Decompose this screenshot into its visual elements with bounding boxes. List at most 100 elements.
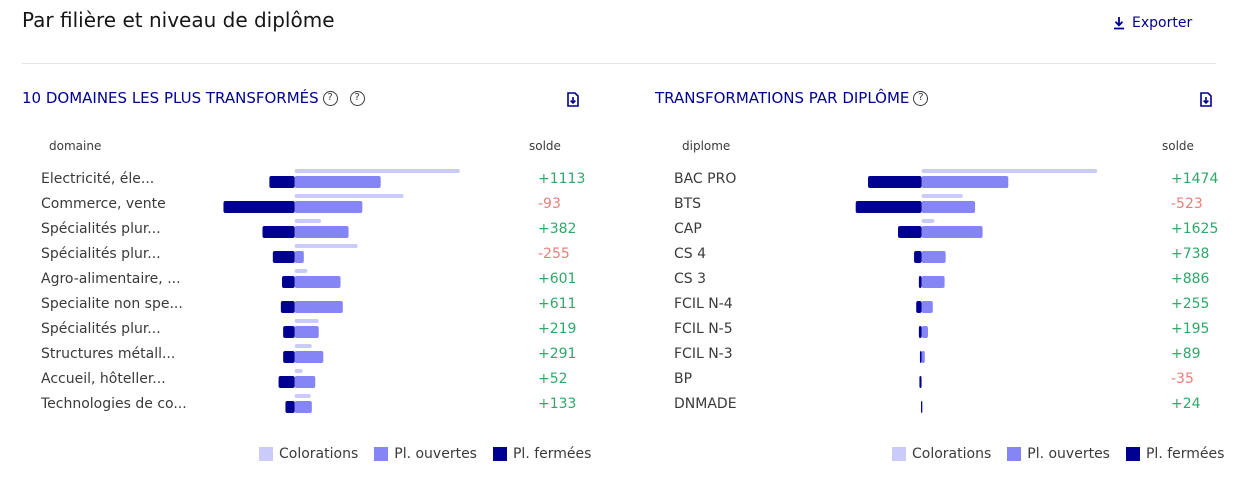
bar-colorations[interactable] — [294, 169, 460, 173]
bar-fermees[interactable] — [283, 326, 295, 338]
bar-ouvertes[interactable] — [294, 226, 349, 238]
bar-fermees[interactable] — [918, 326, 922, 338]
bar-ouvertes[interactable] — [921, 301, 933, 313]
bar-ouvertes[interactable] — [294, 201, 363, 213]
help-icon[interactable]: ? — [349, 90, 365, 106]
category-label: Spécialités plur... — [41, 221, 161, 237]
bar-ouvertes[interactable] — [921, 176, 1009, 188]
bar-ouvertes[interactable] — [921, 326, 928, 338]
category-label: BAC PRO — [674, 171, 737, 187]
bar-fermees[interactable] — [280, 301, 295, 313]
category-label: FCIL N-3 — [674, 346, 733, 362]
export-button[interactable]: Exporter — [1112, 15, 1192, 31]
category-label: Agro-alimentaire, ... — [41, 271, 181, 287]
solde-value: -35 — [1171, 371, 1194, 387]
bar-ouvertes[interactable] — [921, 351, 925, 363]
bar-colorations[interactable] — [294, 219, 322, 223]
bar-colorations[interactable] — [294, 344, 312, 348]
solde-value: -93 — [538, 196, 561, 212]
bar-colorations[interactable] — [921, 194, 963, 198]
export-label: Exporter — [1132, 15, 1193, 31]
bar-fermees[interactable] — [855, 201, 922, 213]
diplome-bar-chart — [855, 169, 1098, 413]
bar-colorations[interactable] — [294, 244, 358, 248]
bar-fermees[interactable] — [272, 251, 295, 263]
bar-fermees[interactable] — [868, 176, 922, 188]
bar-ouvertes[interactable] — [294, 401, 312, 413]
help-icon[interactable]: ? — [913, 90, 929, 106]
bar-ouvertes[interactable] — [294, 326, 319, 338]
legend-item-fermees: Pl. fermées — [492, 446, 591, 462]
category-label: Electricité, éle... — [41, 171, 155, 187]
file-download-icon[interactable] — [1199, 92, 1213, 107]
category-label: FCIL N-4 — [674, 296, 733, 312]
bar-fermees[interactable] — [283, 351, 295, 363]
bar-ouvertes[interactable] — [294, 251, 304, 263]
category-label: CS 3 — [674, 271, 707, 287]
bar-ouvertes[interactable] — [294, 176, 381, 188]
bar-colorations[interactable] — [294, 194, 404, 198]
category-label: CS 4 — [674, 246, 707, 262]
bar-ouvertes[interactable] — [921, 226, 983, 238]
legend-swatch — [1007, 447, 1022, 461]
domaines-chart-title-row: 10 DOMAINES LES PLUS TRANSFORMÉS ? ? — [22, 89, 365, 107]
bar-colorations[interactable] — [921, 169, 1098, 173]
bar-fermees[interactable] — [919, 351, 922, 363]
solde-value: +195 — [1171, 321, 1210, 337]
category-label: Accueil, hôteller... — [41, 371, 166, 387]
bar-ouvertes[interactable] — [294, 376, 316, 388]
bar-ouvertes[interactable] — [921, 201, 976, 213]
bar-fermees[interactable] — [898, 226, 922, 238]
legend-item-ouvertes: Pl. ouvertes — [374, 446, 477, 462]
divider — [22, 63, 1216, 64]
bar-colorations[interactable] — [294, 319, 319, 323]
bar-fermees[interactable] — [919, 376, 922, 388]
domaines-chart-panel: 10 DOMAINES LES PLUS TRANSFORMÉS ? ? dom… — [22, 80, 592, 477]
category-label: Specialite non spe... — [41, 296, 183, 312]
legend-swatch — [892, 447, 906, 461]
category-label: DNMADE — [674, 396, 737, 412]
domaines-bar-chart — [223, 169, 460, 413]
bar-ouvertes[interactable] — [921, 251, 946, 263]
bar-fermees[interactable] — [262, 226, 295, 238]
bar-fermees[interactable] — [278, 376, 295, 388]
bar-colorations[interactable] — [921, 219, 935, 223]
bar-fermees[interactable] — [282, 276, 295, 288]
bar-ouvertes[interactable] — [294, 276, 341, 288]
bar-ouvertes[interactable] — [294, 351, 324, 363]
download-icon — [1114, 17, 1124, 30]
legend-swatch — [492, 447, 507, 461]
bar-fermees[interactable] — [269, 176, 295, 188]
legend-swatch — [1125, 447, 1140, 461]
bar-fermees[interactable] — [921, 401, 923, 413]
category-label: CAP — [674, 221, 702, 237]
bar-colorations[interactable] — [294, 369, 303, 373]
help-icon[interactable]: ? — [322, 90, 338, 106]
column-header-solde: solde — [1162, 139, 1194, 153]
legend-label: Pl. fermées — [1145, 446, 1225, 462]
bar-fermees[interactable] — [914, 251, 922, 263]
bar-fermees[interactable] — [223, 201, 295, 213]
solde-value: +219 — [538, 321, 577, 337]
bar-fermees[interactable] — [918, 276, 922, 288]
category-label: Spécialités plur... — [41, 246, 161, 262]
bar-ouvertes[interactable] — [921, 276, 945, 288]
domaines-chart-title: 10 DOMAINES LES PLUS TRANSFORMÉS — [22, 89, 319, 107]
solde-value: +1625 — [1171, 221, 1219, 237]
bar-fermees[interactable] — [285, 401, 295, 413]
solde-value: -255 — [538, 246, 570, 262]
category-label: Technologies de co... — [41, 396, 187, 412]
legend-label: Pl. ouvertes — [1027, 446, 1110, 462]
bar-ouvertes[interactable] — [294, 301, 343, 313]
category-label: FCIL N-5 — [674, 321, 733, 337]
solde-value: +1113 — [538, 171, 586, 187]
solde-value: -523 — [1171, 196, 1203, 212]
solde-value: +52 — [538, 371, 568, 387]
legend-item-ouvertes: Pl. ouvertes — [1007, 446, 1110, 462]
column-header-domaine: domaine — [49, 139, 102, 153]
bar-fermees[interactable] — [916, 301, 922, 313]
column-header-diplome: diplome — [682, 139, 731, 153]
bar-colorations[interactable] — [294, 394, 311, 398]
bar-colorations[interactable] — [294, 269, 308, 273]
file-download-icon[interactable] — [566, 92, 580, 107]
